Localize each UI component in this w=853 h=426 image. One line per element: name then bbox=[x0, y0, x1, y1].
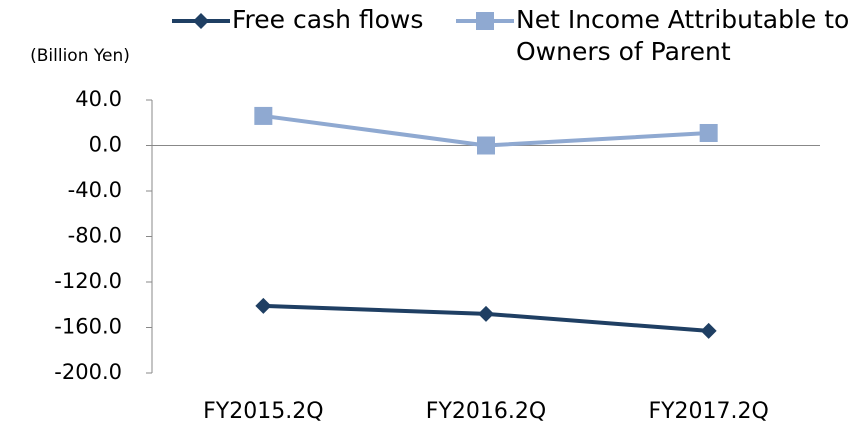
data-point bbox=[700, 322, 717, 339]
data-point bbox=[255, 297, 272, 314]
y-tick-label: 40.0 bbox=[75, 87, 122, 111]
data-point bbox=[477, 136, 495, 155]
y-tick-label: -200.0 bbox=[54, 360, 122, 384]
data-point bbox=[699, 123, 718, 142]
data-point bbox=[254, 106, 273, 125]
legend-marker bbox=[193, 13, 209, 29]
legend-label: Free cash flows bbox=[232, 5, 424, 34]
y-tick-label: -40.0 bbox=[68, 178, 122, 202]
legend-label: Net Income Attributable to Owners of Par… bbox=[516, 5, 850, 66]
y-axis-label: (Billion Yen) bbox=[30, 46, 130, 66]
y-tick-label: -160.0 bbox=[54, 315, 122, 339]
y-tick-label: 0.0 bbox=[89, 133, 122, 157]
y-tick-label: -120.0 bbox=[54, 269, 122, 293]
data-point bbox=[478, 305, 494, 322]
x-tick-label: FY2015.2Q bbox=[203, 399, 323, 424]
x-tick-label: FY2016.2Q bbox=[426, 399, 546, 424]
y-tick-label: -80.0 bbox=[68, 224, 122, 248]
legend-marker bbox=[476, 12, 494, 30]
x-tick-label: FY2017.2Q bbox=[648, 399, 768, 424]
